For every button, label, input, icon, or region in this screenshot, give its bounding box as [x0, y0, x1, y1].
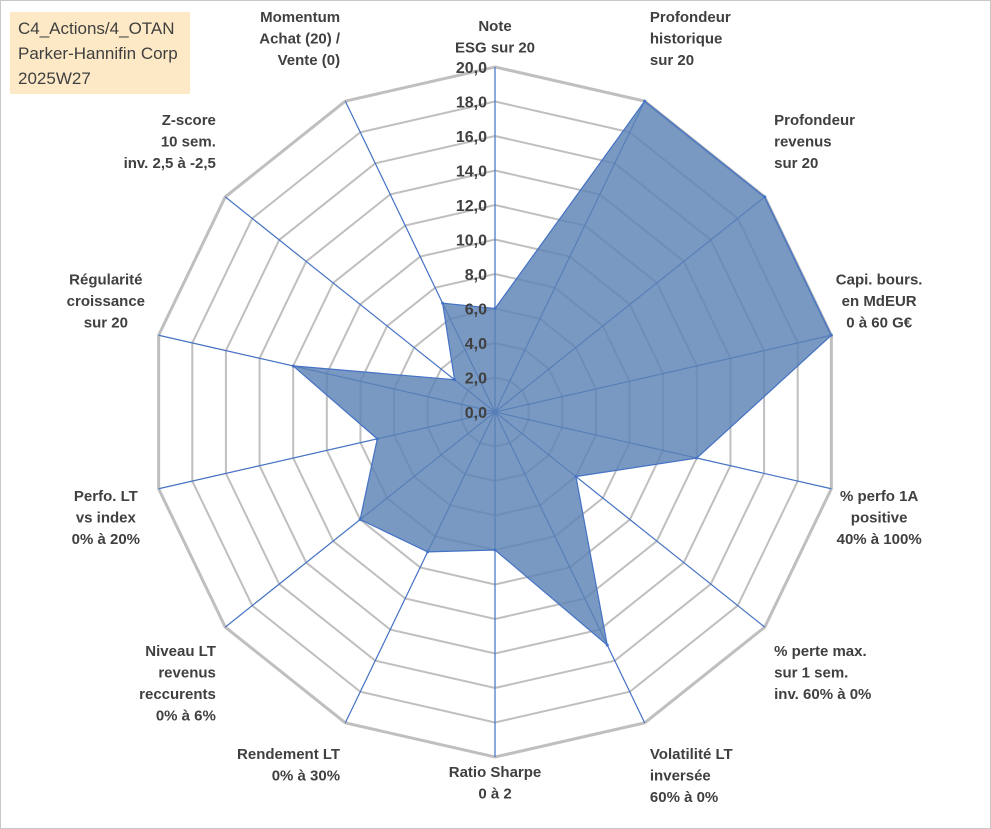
title-line-1: C4_Actions/4_OTAN	[18, 19, 175, 38]
axis-label-3: Capi. bours. en MdEUR 0 à 60 G€	[836, 271, 923, 331]
axis-label-line: Profondeur	[650, 9, 731, 26]
title-line-2: Parker-Hannifin Corp	[18, 44, 178, 63]
data-point-11	[291, 364, 295, 368]
axis-label-line: Ratio Sharpe	[449, 764, 542, 781]
axis-label-line: sur 20	[84, 314, 128, 331]
axis-label-8: Rendement LT 0% à 30%	[237, 746, 340, 785]
axis-label-line: inversée	[650, 768, 711, 785]
axis-label-line: sur 1 sem.	[774, 665, 848, 682]
axis-label-line: Z-score	[162, 112, 216, 129]
data-point-12	[453, 378, 457, 382]
axis-label-line: 10 sem.	[161, 133, 216, 150]
data-point-8	[426, 550, 430, 554]
data-point-9	[358, 518, 362, 522]
tick-label-9: 18,0	[456, 95, 487, 112]
axis-label-1: Profondeur historique sur 20	[650, 9, 731, 69]
axis-label-line: historique	[650, 30, 723, 47]
tick-label-10: 20,0	[456, 60, 487, 77]
data-point-0	[493, 307, 497, 310]
axis-label-line: ESG sur 20	[455, 40, 535, 57]
axis-label-line: vs index	[76, 510, 137, 527]
axis-label-line: sur 20	[650, 52, 694, 69]
axis-label-11: Régularité croissance sur 20	[67, 271, 145, 331]
axis-label-line: Note	[478, 18, 511, 35]
axis-label-2: Profondeur revenus sur 20	[774, 112, 855, 172]
data-point-3	[829, 333, 833, 337]
tick-label-6: 12,0	[456, 198, 487, 215]
axis-label-line: sur 20	[774, 155, 818, 172]
axis-label-4: % perfo 1A positive 40% à 100%	[837, 488, 922, 548]
data-point-6	[605, 643, 609, 647]
axis-label-line: Profondeur	[774, 112, 855, 129]
axis-label-line: revenus	[774, 133, 832, 150]
axis-label-5: % perte max. sur 1 sem. inv. 60% à 0%	[774, 643, 871, 703]
tick-label-3: 6,0	[465, 302, 487, 319]
axis-label-9: Niveau LT revenus reccurents 0% à 6%	[139, 643, 216, 725]
axis-label-line: Niveau LT	[145, 643, 216, 660]
tick-label-7: 14,0	[456, 164, 487, 181]
data-point-2	[763, 195, 767, 199]
axis-label-line: Perfo. LT	[74, 488, 138, 505]
axis-label-line: Régularité	[69, 271, 142, 288]
axis-label-line: % perte max.	[774, 643, 867, 660]
radar-series	[291, 99, 833, 647]
data-point-7	[493, 548, 497, 552]
axis-label-7: Ratio Sharpe 0 à 2	[449, 764, 542, 803]
data-point-1	[643, 99, 647, 103]
radar-tick-labels: 0,0 2,0 4,0 6,0 8,0 10,0 12,0 14,0 16,0 18,0 20,0	[456, 60, 487, 422]
axis-label-13: Momentum Achat (20) / Vente (0)	[259, 9, 341, 69]
chart-title-box: C4_Actions/4_OTAN Parker-Hannifin Corp 2…	[10, 12, 190, 94]
axis-label-line: 0 à 60 G€	[846, 314, 913, 331]
tick-label-0: 0,0	[465, 405, 487, 422]
axis-label-line: 0% à 6%	[156, 708, 216, 725]
tick-label-5: 10,0	[456, 233, 487, 250]
axis-label-line: en MdEUR	[842, 293, 917, 310]
tick-label-8: 16,0	[456, 129, 487, 146]
axis-label-line: revenus	[158, 665, 216, 682]
axis-label-line: inv. 60% à 0%	[774, 686, 871, 703]
spoke-12	[224, 196, 496, 413]
data-point-5	[574, 475, 578, 479]
tick-label-2: 4,0	[465, 336, 487, 353]
axis-label-line: % perfo 1A	[840, 488, 919, 505]
axis-label-line: Achat (20) /	[259, 30, 341, 47]
axis-label-line: croissance	[67, 293, 145, 310]
data-point-13	[441, 301, 445, 305]
axis-label-line: inv. 2,5 à -2,5	[124, 155, 216, 172]
tick-label-1: 2,0	[465, 371, 487, 388]
axis-label-10: Perfo. LT vs index 0% à 20%	[72, 488, 140, 548]
axis-label-line: 60% à 0%	[650, 789, 718, 806]
axis-label-line: 40% à 100%	[837, 531, 922, 548]
radar-axis-labels: Note ESG sur 20 Profondeur historique sur 20…	[67, 9, 923, 806]
axis-label-line: Capi. bours.	[836, 271, 923, 288]
axis-label-line: positive	[851, 510, 908, 527]
axis-label-line: Vente (0)	[278, 52, 341, 69]
axis-label-line: Rendement LT	[237, 746, 340, 763]
axis-label-line: reccurents	[139, 686, 216, 703]
axis-label-line: 0% à 30%	[272, 768, 340, 785]
tick-label-4: 8,0	[465, 267, 487, 284]
axis-label-6: Volatilité LT inversée 60% à 0%	[650, 746, 733, 806]
axis-label-0: Note ESG sur 20	[455, 18, 535, 57]
axis-label-line: Momentum	[260, 9, 340, 26]
series-area	[291, 100, 833, 647]
axis-label-line: Volatilité LT	[650, 746, 733, 763]
data-point-4	[695, 456, 699, 460]
title-line-3: 2025W27	[18, 69, 91, 88]
axis-label-12: Z-score 10 sem. inv. 2,5 à -2,5	[124, 112, 216, 172]
data-point-10	[375, 437, 379, 441]
axis-label-line: 0% à 20%	[72, 531, 140, 548]
axis-label-line: 0 à 2	[478, 786, 511, 803]
